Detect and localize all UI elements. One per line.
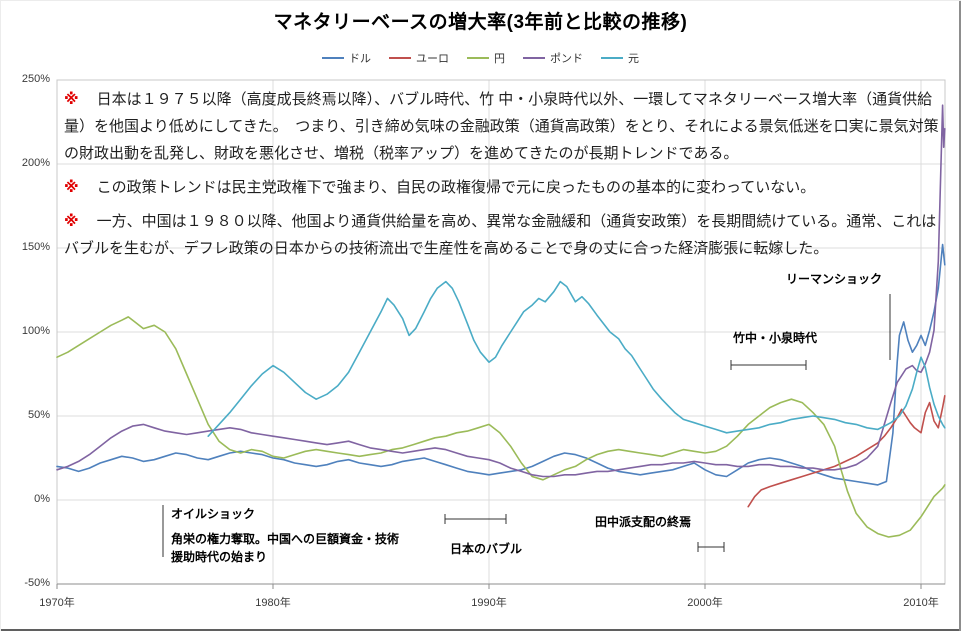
x-axis-label: 1990年 <box>471 597 507 609</box>
annotation-japan-bubble: 日本のバブル <box>450 542 523 556</box>
note-marker-1: ※ <box>64 91 79 108</box>
legend-label-gbp: ポンド <box>550 53 583 65</box>
note-marker-2: ※ <box>64 179 79 196</box>
annotation-bracket-tanaka <box>697 542 725 552</box>
x-axis-label: 2010年 <box>903 597 939 609</box>
annotation-bracket-japan-bubble <box>444 514 507 524</box>
note-text-1: 日本は１９７５以降（高度成長終焉以降）、バブル時代、竹 中・小泉時代以外、一環し… <box>64 91 939 162</box>
y-axis-label: 200% <box>21 157 50 169</box>
chart-title: マネタリーベースの増大率(3年前と比較の推移) <box>273 12 688 33</box>
legend-swatch-eur <box>389 57 411 59</box>
y-axis-label: 100% <box>21 325 50 337</box>
legend-item-usd: ドル <box>322 50 371 66</box>
legend-swatch-gbp <box>523 57 545 59</box>
legend-item-jpy: 円 <box>467 50 505 66</box>
y-axis-label: -50% <box>24 577 50 589</box>
series-line-usd <box>56 243 946 486</box>
x-axis-label: 1980年 <box>255 597 291 609</box>
note-marker-3: ※ <box>64 213 79 230</box>
y-axis-label: 250% <box>21 73 50 85</box>
legend-label-jpy: 円 <box>494 53 505 65</box>
legend: ドル ユーロ 円 ポンド 元 <box>0 50 961 66</box>
legend-swatch-usd <box>322 57 344 59</box>
annotation-kakuei-china-aid: 角栄の権力奪取。中国への巨額資金・技術 援助時代の始まり <box>171 532 400 564</box>
y-axis-label: 150% <box>21 241 50 253</box>
legend-item-eur: ユーロ <box>389 50 449 66</box>
annotation-takenaka-koizumi-era: 竹中・小泉時代 <box>733 331 818 345</box>
legend-swatch-jpy <box>467 57 489 59</box>
legend-label-eur: ユーロ <box>416 53 449 65</box>
annotation-lehman-shock: リーマンショック <box>786 272 883 286</box>
note-2: ※ この政策トレンドは民主党政権下で強まり、自民の政権復帰で元に戻ったものの基本… <box>64 174 940 201</box>
series-line-eur <box>747 395 946 508</box>
note-3: ※ 一方、中国は１９８０以降、他国より通貨供給量を高め、異常な金融緩和（通貨安政… <box>64 208 940 262</box>
note-text-3: 一方、中国は１９８０以降、他国より通貨供給量を高め、異常な金融緩和（通貨安政策）… <box>64 213 937 257</box>
annotation-oil-shock: オイルショック <box>171 507 256 521</box>
y-axis-label: 0% <box>34 493 50 505</box>
annotation-tanaka-faction-end: 田中派支配の終焉 <box>595 515 692 529</box>
note-text-2: この政策トレンドは民主党政権下で強まり、自民の政権復帰で元に戻ったものの基本的に… <box>81 179 816 196</box>
y-axis-label: 50% <box>27 409 50 421</box>
notes-block: ※ 日本は１９７５以降（高度成長終焉以降）、バブル時代、竹 中・小泉時代以外、一… <box>64 86 940 262</box>
x-axis-label: 2000年 <box>687 597 723 609</box>
series-line-cny <box>207 280 946 437</box>
series-line-jpy <box>56 316 946 538</box>
annotation-bracket-koizumi <box>730 360 807 370</box>
legend-swatch-cny <box>601 57 623 59</box>
note-1: ※ 日本は１９７５以降（高度成長終焉以降）、バブル時代、竹 中・小泉時代以外、一… <box>64 86 940 167</box>
legend-item-cny: 元 <box>601 50 639 66</box>
x-axis-label: 1970年 <box>39 597 75 609</box>
legend-label-cny: 元 <box>628 53 639 65</box>
series-line-gbp <box>56 104 946 478</box>
legend-item-gbp: ポンド <box>523 50 583 66</box>
legend-label-usd: ドル <box>349 53 371 65</box>
